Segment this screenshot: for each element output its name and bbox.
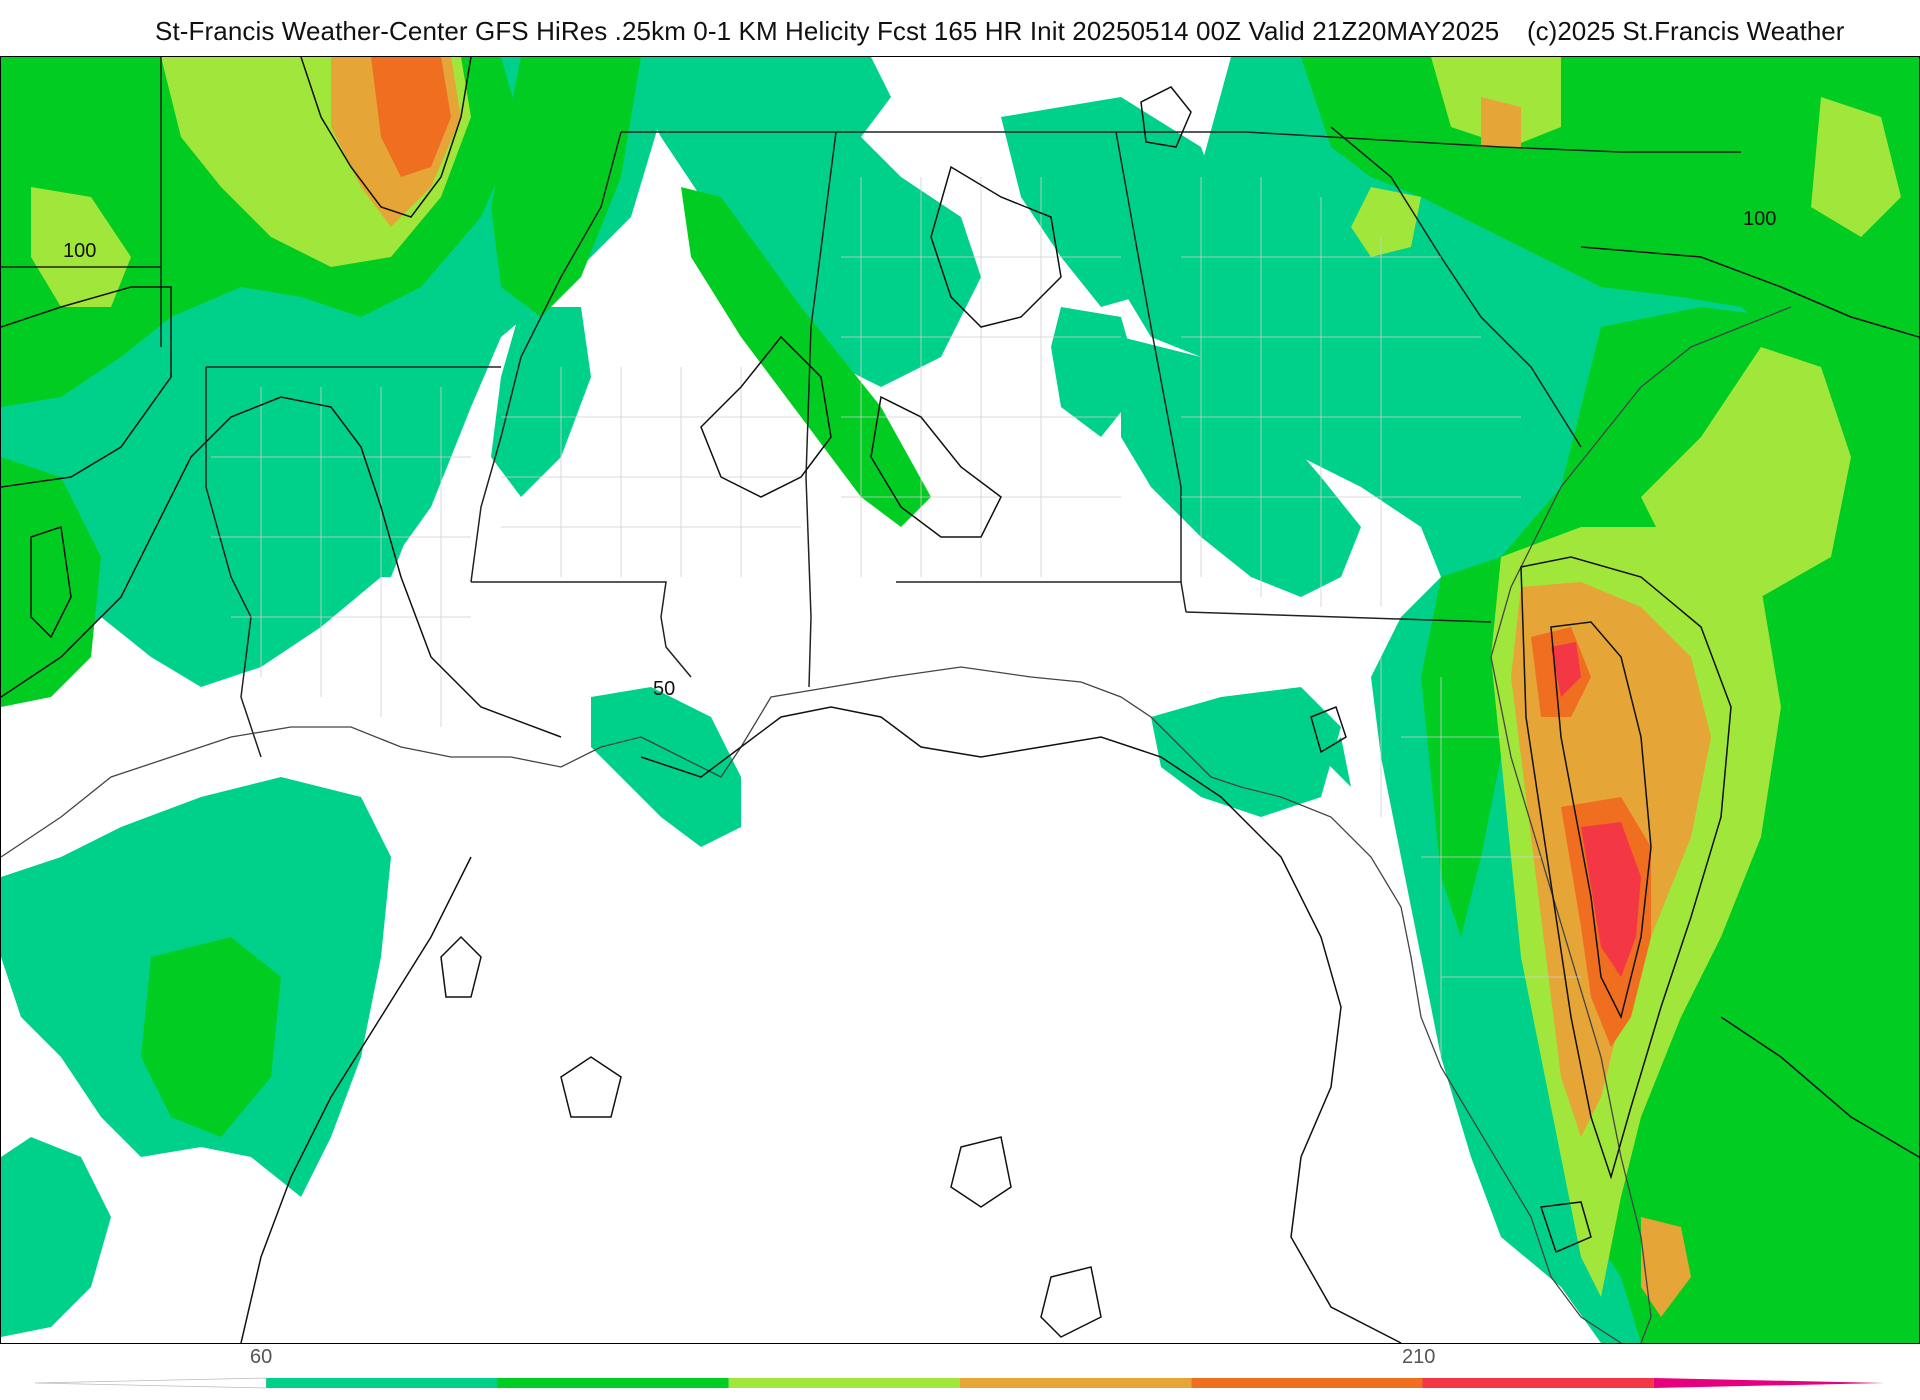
fill-orange-fl-south — [1641, 1217, 1691, 1317]
contour-100-atl — [1720, 1016, 1919, 1158]
contour-100-nw — [300, 57, 472, 218]
border-ga-fl — [1185, 611, 1492, 623]
contour-100-fl — [1520, 556, 1732, 1180]
fill-teal-la-coast — [591, 687, 741, 847]
contour-50-west — [1, 396, 562, 738]
contour-label-gulf: 50 — [653, 678, 675, 700]
fill-yg-atlantic — [1641, 347, 1851, 597]
contour-small-7 — [1310, 706, 1347, 754]
coastline — [1, 306, 1792, 1343]
contour-50-gulf — [640, 706, 1402, 1343]
fill-red-fl-east — [1551, 642, 1581, 697]
contour-small-2 — [950, 1136, 1012, 1208]
colorbar-segment — [1191, 1378, 1423, 1388]
county-lines — [211, 177, 1581, 1057]
border-la-ms — [471, 581, 692, 678]
copyright-notice: (c)2025 St.Francis Weather — [1527, 16, 1845, 46]
border-ms-al — [805, 131, 837, 688]
fill-green-ms-band — [681, 187, 931, 527]
border-ms-river — [470, 131, 622, 583]
colorbar-segment — [497, 1378, 729, 1388]
fill-teal-al — [1051, 307, 1141, 437]
fill-teal-tx-east — [271, 427, 411, 577]
colorbar-segment — [960, 1378, 1192, 1388]
colorbar-segments — [34, 1377, 1885, 1389]
contour-small-4 — [440, 935, 482, 998]
fill-teal-ms — [491, 307, 591, 497]
contour-150-fl — [1550, 621, 1652, 1020]
contour-50-al — [930, 165, 1062, 328]
fill-teal-north-central — [621, 57, 981, 387]
contour-small-5 — [1140, 86, 1192, 148]
colorbar-segment — [728, 1378, 960, 1388]
legend-tick-low: 60 — [250, 1346, 273, 1368]
coast-gulf — [1, 666, 1622, 1343]
fill-teal-ga-inland — [1121, 337, 1361, 597]
contour-50-ms — [700, 335, 832, 498]
fill-yg-nw-small — [31, 187, 131, 307]
border-nc-sc — [1245, 131, 1741, 153]
fill-yg-ne-small — [1351, 187, 1421, 257]
contour-label-east: 100 — [1743, 208, 1776, 230]
contour-small-1 — [560, 1056, 622, 1118]
helicity-fill-layer-red — [1551, 642, 1641, 977]
coast-atlantic — [1490, 306, 1792, 658]
fill-green-gulf-west — [141, 937, 281, 1137]
fill-yg-ne-right — [1811, 97, 1901, 237]
border-tx-la — [205, 367, 262, 758]
map-title: St-Francis Weather-Center GFS HiRes .25k… — [155, 16, 1500, 46]
contour-small-6 — [30, 526, 72, 639]
fill-teal-gulf-west-2 — [1, 1137, 111, 1337]
fill-green-tx-west — [1, 457, 101, 707]
fill-teal-fl-panhandle — [1151, 687, 1341, 817]
fill-teal-fl-panhandle-2 — [1321, 737, 1351, 787]
colorbar — [34, 1377, 1885, 1389]
fill-green-northeast — [1301, 57, 1919, 437]
title-bar: St-Francis Weather-Center GFS HiRes .25k… — [0, 0, 1920, 56]
legend-tick-high: 210 — [1402, 1346, 1436, 1368]
contour-label-west: 100 — [63, 240, 96, 262]
legend: 60 210 — [0, 1342, 1920, 1400]
border-al-ga — [1115, 131, 1182, 582]
contour-small-3 — [1040, 1266, 1102, 1338]
contour-lines — [1, 57, 1919, 1343]
border-al-fl — [896, 581, 1187, 613]
contour-100-ne — [1580, 246, 1919, 338]
fill-orange-ne — [1481, 97, 1521, 147]
state-borders — [1, 57, 1741, 758]
border-ga-sc — [1330, 126, 1582, 448]
fill-darkorange-northwest — [371, 57, 451, 177]
contour-50-gulf-south — [240, 856, 472, 1343]
coast-fl-east — [1490, 656, 1652, 1343]
colorbar-segment — [1653, 1378, 1885, 1388]
colorbar-segment — [266, 1378, 498, 1388]
contour-100-west — [1, 286, 172, 488]
map-panel: 100 50 100 — [0, 56, 1920, 1344]
colorbar-segment — [34, 1377, 267, 1389]
colorbar-segment — [1422, 1378, 1654, 1388]
helicity-map: 100 50 100 — [1, 57, 1919, 1343]
fill-green-ar-north — [491, 57, 641, 317]
fill-red-fl-east-2 — [1581, 822, 1641, 977]
contour-small-8 — [1539, 1201, 1592, 1254]
contour-50-mid — [870, 395, 1002, 538]
